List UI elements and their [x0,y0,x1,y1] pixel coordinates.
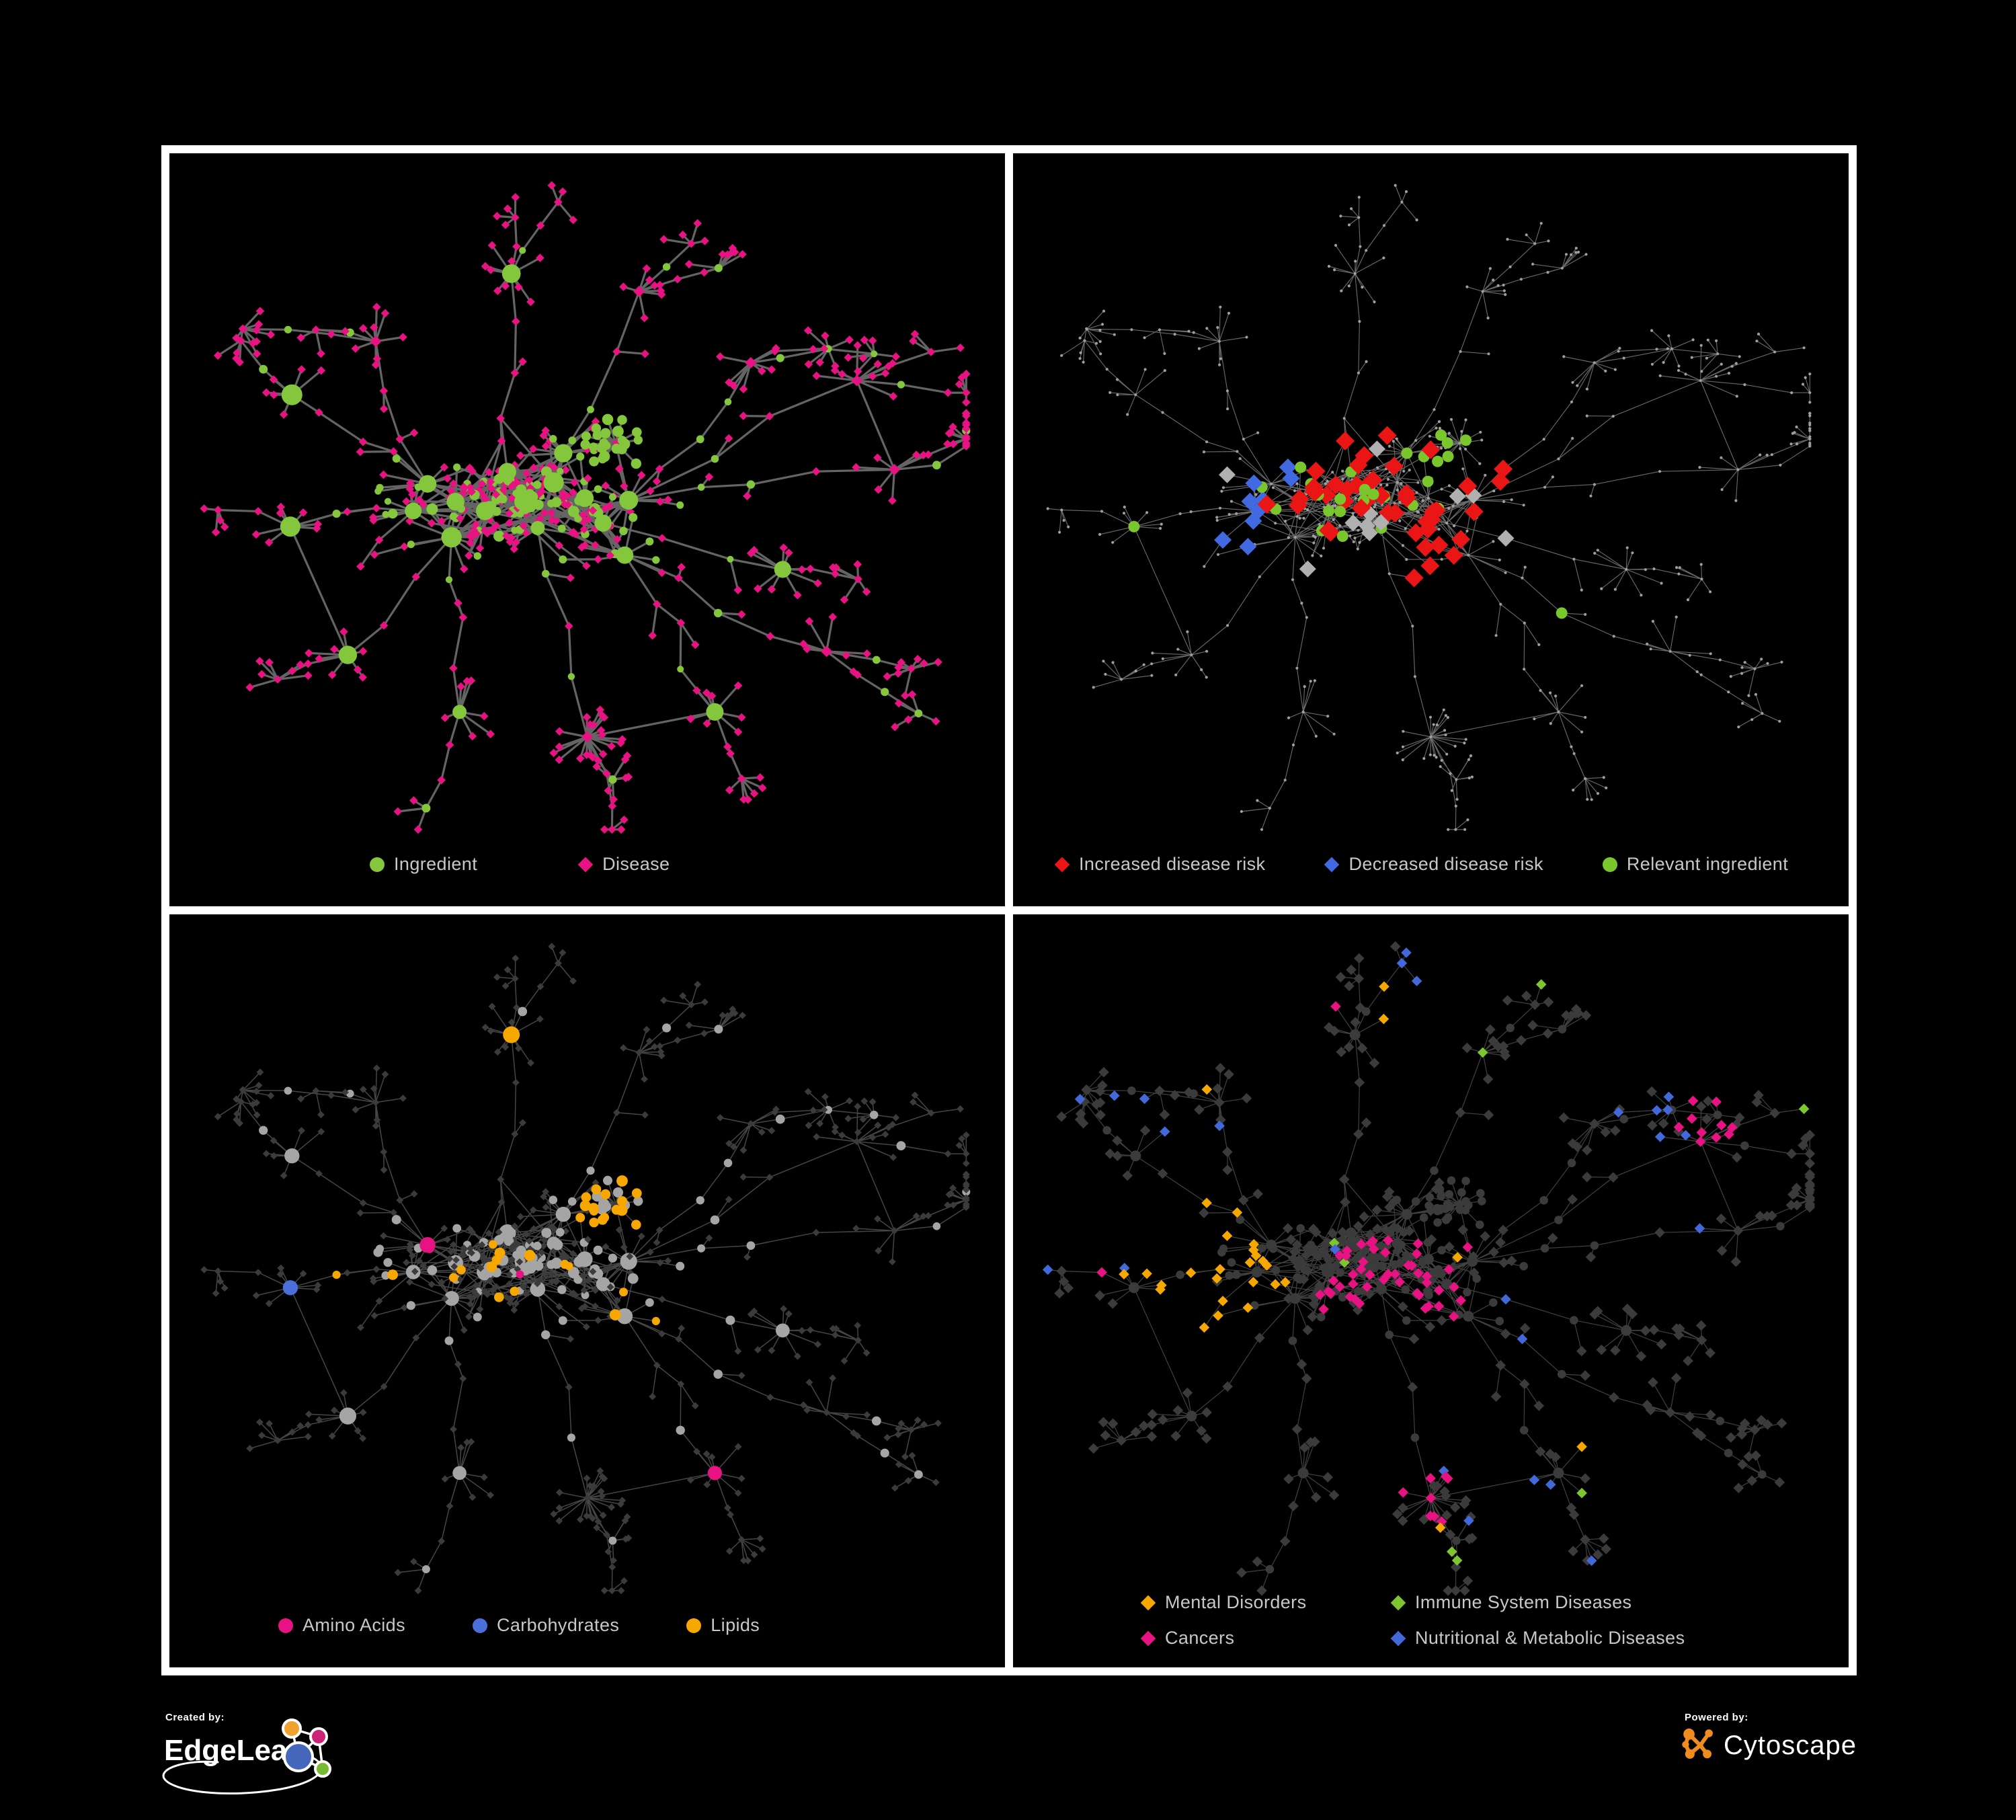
legend-item: Carbohydrates [472,1615,620,1636]
legend-marker-diamond [1390,1595,1406,1610]
disease-risk-legend: Increased disease risk Decreased disease … [1054,854,1789,875]
panel-disease-risk: Increased disease risk Decreased disease … [1013,153,1849,906]
legend-marker-circle [370,857,385,872]
created-by-label: Created by: [165,1712,225,1723]
legend-label: Nutritional & Metabolic Diseases [1415,1628,1685,1648]
legend-label: Disease [602,854,670,874]
cytoscape-logo: Powered by: Cytoscape [1682,1712,1951,1792]
legend-item: Increased disease risk [1054,854,1266,875]
legend-marker-diamond [1140,1595,1156,1610]
legend-label: Increased disease risk [1079,854,1266,874]
legend-item: Decreased disease risk [1324,854,1543,875]
nutrient-class-network [200,943,971,1595]
panel-disease-category: Mental Disorders Immune System Diseases Ca… [1013,914,1849,1667]
legend-label: Relevant ingredient [1626,854,1789,874]
disease-category-legend: Mental Disorders Immune System Diseases Ca… [1140,1592,1685,1649]
ingredient-disease-legend: Ingredient Disease [370,854,670,875]
legend-item: Immune System Diseases [1390,1592,1641,1613]
legend-marker-diamond [577,857,594,872]
legend-marker-diamond [1324,857,1340,872]
legend-marker-circle [278,1618,293,1633]
legend-item: Disease [577,854,670,875]
legend-label: Lipids [711,1615,760,1635]
legend-marker-circle [1602,857,1617,872]
cytoscape-network-icon [1682,1728,1713,1759]
cytoscape-brand-text: Cytoscape [1724,1730,1857,1760]
legend-item: Ingredient [370,854,477,875]
legend-item: Nutritional & Metabolic Diseases [1390,1628,1685,1649]
legend-item: Lipids [686,1615,760,1636]
legend-marker-circle [472,1618,487,1633]
legend-label: Carbohydrates [496,1615,620,1635]
edgeleap-brand-text: EdgeLeap [164,1734,306,1767]
disease-category-network [1042,941,1816,1596]
panel-grid: Ingredient Disease Increased disease risk… [161,145,1857,1675]
nutrient-class-legend: Amino Acids Carbohydrates Lipids [278,1615,760,1636]
legend-label: Decreased disease risk [1348,854,1543,874]
legend-item: Mental Disorders [1140,1592,1391,1613]
legend-label: Mental Disorders [1165,1592,1307,1612]
edgeleap-network-icon [282,1718,331,1778]
legend-item: Relevant ingredient [1602,854,1789,875]
panel-nutrient-class: Amino Acids Carbohydrates Lipids [169,914,1005,1667]
disease-risk-network [1046,184,1812,831]
panel-ingredient-disease: Ingredient Disease [169,153,1005,906]
edgeleap-logo: Created by: EdgeLeap [161,1712,403,1813]
legend-label: Cancers [1165,1628,1235,1648]
footer: Created by: EdgeLeap Powered by: [0,1675,2016,1820]
legend-item: Amino Acids [278,1615,405,1636]
ingredient-disease-network [200,181,971,834]
legend-marker-circle [686,1618,702,1633]
legend-label: Immune System Diseases [1415,1592,1632,1612]
legend-item: Cancers [1140,1628,1391,1649]
powered-by-label: Powered by: [1685,1712,1748,1723]
legend-label: Amino Acids [303,1615,405,1635]
legend-marker-diamond [1390,1630,1406,1646]
legend-label: Ingredient [394,854,478,874]
legend-marker-diamond [1140,1630,1156,1646]
legend-marker-diamond [1054,857,1070,872]
